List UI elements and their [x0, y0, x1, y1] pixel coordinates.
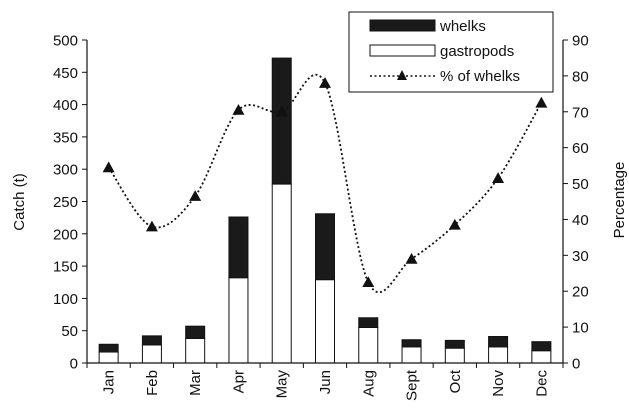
bar-whelks-mar — [185, 325, 206, 339]
x-tick-label-jun: Jun — [317, 370, 334, 394]
legend-swatch-whelks — [369, 19, 436, 32]
y2-tick-label-30: 30 — [572, 248, 589, 265]
point-pct-whelks-nov — [492, 172, 505, 183]
point-pct-whelks-jan — [102, 161, 115, 173]
legend-label-whelks: whelks — [439, 18, 486, 35]
x-tick-label-aug: Aug — [360, 370, 377, 397]
line-series-group — [102, 73, 548, 293]
y-tick-label-300: 300 — [53, 162, 78, 179]
point-pct-whelks-feb — [145, 220, 158, 232]
y-tick-label-50: 50 — [61, 323, 78, 340]
y-tick-label-450: 450 — [53, 65, 78, 82]
point-pct-whelks-aug — [362, 276, 375, 288]
legend-marker-triangle — [397, 70, 407, 80]
point-pct-whelks-may — [275, 105, 288, 117]
bar-gastropods-mar — [185, 337, 206, 364]
point-pct-whelks-apr — [232, 103, 245, 115]
y2-tick-label-20: 20 — [572, 284, 589, 301]
bar-whelks-sept — [401, 339, 422, 348]
legend-label-gastropods: gastropods — [440, 43, 514, 60]
y-tick-label-400: 400 — [53, 97, 78, 114]
bar-group — [98, 57, 552, 364]
bar-gastropods-jun — [315, 279, 335, 364]
y2-tick-label-0: 0 — [572, 356, 580, 373]
y2-axis-label: Percentage — [611, 162, 628, 239]
axes-group: 0 50 100 150 200 250 300 350 400 450 500 0 10 20 30 40 5… — [53, 33, 589, 401]
y-tick-label-500: 500 — [53, 33, 78, 50]
legend-label-pct-whelks: % of whelks — [440, 68, 520, 85]
x-tick-label-jan: Jan — [101, 370, 118, 394]
point-pct-whelks-sept — [405, 252, 418, 264]
y-axis-label: Catch (t) — [11, 173, 28, 231]
bar-whelks-may — [271, 57, 292, 185]
y2-tick-label-40: 40 — [572, 212, 589, 229]
bar-whelks-jan — [98, 343, 119, 353]
x-tick-label-mar: Mar — [187, 370, 204, 396]
y-tick-label-200: 200 — [53, 226, 78, 243]
point-pct-whelks-mar — [189, 190, 202, 201]
x-tick-label-apr: Apr — [230, 370, 247, 393]
y-tick-label-100: 100 — [53, 291, 78, 308]
bar-whelks-jun — [315, 213, 335, 281]
y2-tick-label-70: 70 — [572, 104, 589, 121]
point-pct-whelks-dec — [535, 96, 548, 108]
point-pct-whelks-oct — [448, 218, 461, 230]
bar-gastropods-aug — [358, 326, 379, 364]
legend: whelks gastropods % of whelks — [348, 11, 554, 93]
y2-tick-label-90: 90 — [572, 33, 589, 50]
x-tick-label-oct: Oct — [447, 369, 464, 393]
y-tick-label-0: 0 — [70, 356, 78, 373]
y2-tick-label-60: 60 — [572, 140, 589, 157]
point-pct-whelks-jun — [319, 77, 331, 88]
bar-gastropods-nov — [488, 346, 509, 364]
legend-swatch-gastropods — [369, 44, 436, 57]
x-tick-label-may: May — [274, 370, 291, 399]
bar-gastropods-may — [271, 183, 292, 364]
line-pct-whelks — [107, 73, 543, 293]
y2-tick-label-80: 80 — [572, 68, 589, 85]
y-tick-label-150: 150 — [53, 259, 78, 276]
y-tick-label-350: 350 — [53, 129, 78, 146]
y-tick-label-250: 250 — [53, 194, 78, 211]
bar-gastropods-feb — [141, 344, 162, 364]
bar-gastropods-sept — [401, 346, 422, 364]
bar-gastropods-jan — [98, 351, 119, 364]
x-tick-label-dec: Dec — [533, 370, 550, 397]
bar-gastropods-dec — [531, 350, 552, 364]
bar-gastropods-apr — [228, 277, 249, 364]
bar-whelks-nov — [488, 336, 509, 348]
bar-gastropods-oct — [444, 347, 465, 364]
y2-tick-label-10: 10 — [572, 320, 589, 337]
bar-whelks-feb — [141, 335, 162, 346]
bar-whelks-aug — [358, 317, 379, 328]
bar-whelks-dec — [531, 341, 552, 352]
y2-tick-label-50: 50 — [572, 176, 589, 193]
x-tick-label-nov: Nov — [490, 370, 507, 397]
x-tick-label-feb: Feb — [144, 370, 161, 396]
x-tick-label-sept: Sept — [404, 369, 421, 401]
bar-whelks-apr — [228, 216, 249, 279]
bar-whelks-oct — [444, 339, 465, 349]
